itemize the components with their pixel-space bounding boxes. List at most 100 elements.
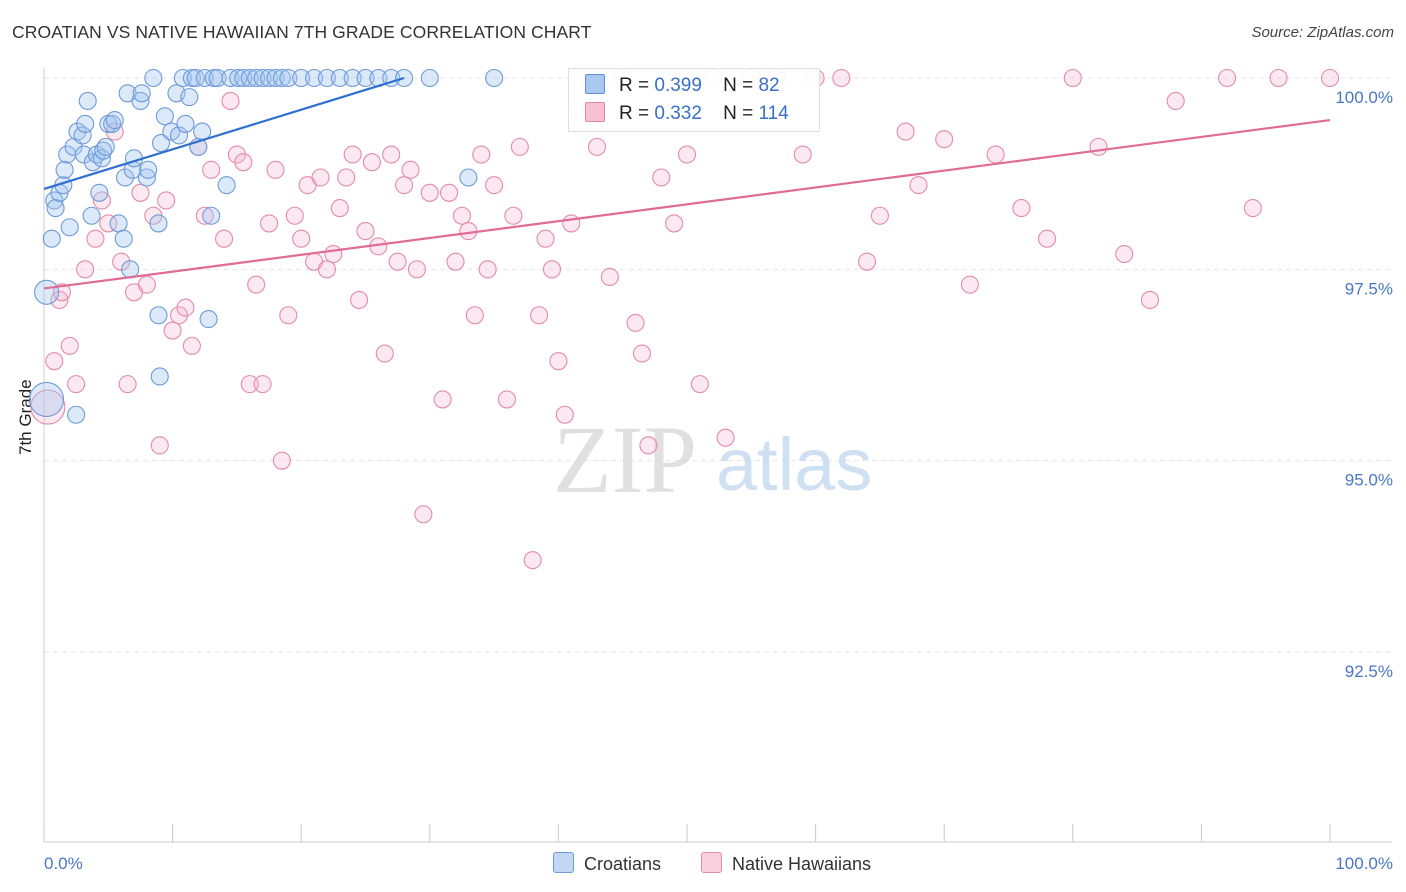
native-hawaiians-point [542,260,562,279]
croatians-point [176,114,195,133]
native-hawaiians-point [960,275,979,294]
native-hawaiians-point [99,214,118,233]
watermark-atlas: atlas [716,423,872,506]
native-hawaiians-point [446,252,465,271]
native-hawaiians-point [330,199,349,218]
native-hawaiians-point [407,260,426,279]
legend-item-croatians[interactable]: Croatians [553,852,661,875]
croatians-point [60,218,79,237]
native-hawaiians-point [401,160,420,179]
native-hawaiians-point [549,352,568,371]
native-hawaiians-point [1115,244,1134,264]
r-value: 0.399 [654,75,702,96]
native-hawaiians-point [896,122,915,141]
native-hawaiians-point [169,306,189,325]
native-hawaiians-point [395,176,414,195]
croatians-point [155,107,174,126]
n-value: 114 [758,103,789,124]
native-hawaiians-point [665,214,684,233]
native-hawaiians-point [375,344,394,363]
native-hawaiians-point [227,145,246,164]
r-value: 0.332 [654,103,702,124]
croatians-point [92,149,111,168]
axes [43,68,1392,843]
croatians-point [131,91,150,111]
native-hawaiians-point [465,306,484,325]
native-hawaiians-point [157,191,176,210]
native-hawaiians-point [986,145,1005,164]
croatians-point [109,214,128,233]
native-hawaiians-point [214,229,234,248]
native-hawaiians-point [272,451,291,470]
r-label: R = [619,75,650,96]
native-hawaiians-point [639,436,658,455]
croatians-point [151,134,171,153]
croatians-point [180,88,199,107]
native-hawaiians-point [176,298,195,317]
native-hawaiians-point [600,267,619,287]
native-hawaiians-point [677,145,697,164]
croatians-point [46,199,65,218]
native-hawaiians-point [182,336,201,355]
native-hawaiians-point [555,405,574,424]
trend-lines [43,76,1331,290]
watermark: ZIP atlas [553,406,872,513]
native-hawaiians-point [1243,199,1262,218]
native-hawaiians-point [857,252,877,271]
native-hawaiians-point [350,290,369,309]
native-hawaiians-point [240,375,259,394]
native-hawaiians-point [137,275,156,294]
native-hawaiians-point [440,183,459,202]
y-tick-label: 100.0% [1335,88,1393,107]
native-hawaiians-point [1089,137,1108,156]
source-label: Source: ZipAtlas.com [1251,24,1394,41]
y-tick-label: 92.5% [1345,662,1393,681]
croatians-point [115,168,135,187]
native-hawaiians-point [60,336,79,355]
native-hawaiians-point [247,275,266,294]
croatians-point [82,206,101,225]
native-hawaiians-point [1063,68,1082,88]
native-hawaiians-point [510,137,529,156]
n-value: 82 [758,75,780,96]
native-hawaiians-point [504,206,523,225]
native-hawaiians-point [472,145,491,164]
croatians-point [149,214,168,233]
stats-legend: R = 0.399 N = 82 R = 0.332 N = 114 [568,68,820,132]
croatians-point [169,126,189,145]
croatians-point [150,367,169,386]
native-hawaiians-point [452,206,472,225]
croatians-point [420,68,439,88]
native-hawaiians-point [285,206,304,225]
native-hawaiians-point [202,160,221,179]
watermark-zip: ZIP [553,406,697,513]
croatians-legend-swatch [553,852,574,873]
native-hawaiians-point [1269,68,1288,88]
legend-item-native-hawaiians[interactable]: Native Hawaiians [701,852,871,875]
croatians-point [105,111,124,130]
croatians-point [67,405,86,424]
native-hawaiians-point [388,252,407,271]
native-hawaiians-point [716,428,735,447]
native-hawaiians-point [76,260,95,279]
native-hawaiians-point [311,168,330,187]
croatians-point [279,68,298,88]
croatians-point [485,68,504,88]
croatians-point [90,183,109,202]
native-hawaiians-point [935,130,954,149]
native-hawaiians-point [420,183,439,202]
native-hawaiians-point [626,313,645,332]
native-hawaiians-point [356,222,375,241]
croatians-point [272,68,291,88]
croatians-point [240,68,259,88]
croatians-point [182,68,201,88]
native-hawaiians-point [485,176,504,195]
native-hawaiians-point [324,244,343,264]
x-tick-label: 0.0% [44,854,83,873]
native-hawaiians-point [234,153,253,172]
croatians-point [221,68,240,88]
native-hawaiians-point [163,321,182,340]
legend-label: Native Hawaiians [732,854,872,874]
y-tick-label: 97.5% [1345,279,1393,298]
